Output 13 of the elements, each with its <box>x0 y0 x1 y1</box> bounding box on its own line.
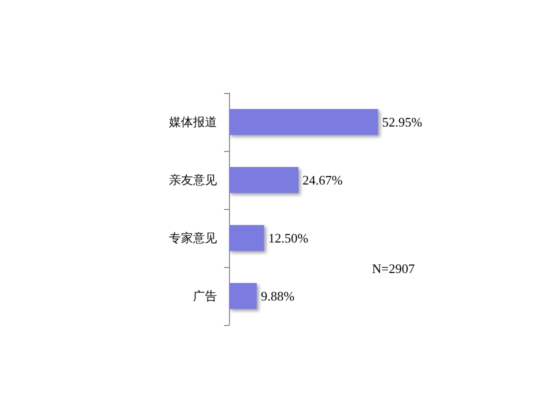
data-label: 52.95% <box>382 114 422 130</box>
y-tick-label: 媒体报道 <box>169 115 217 129</box>
bar <box>229 282 257 310</box>
bar <box>229 166 298 194</box>
y-tick-label: 亲友意见 <box>169 173 217 187</box>
data-label: 9.88% <box>260 288 295 304</box>
bar <box>229 108 378 136</box>
bar <box>229 224 264 252</box>
data-label: 12.50% <box>268 230 308 246</box>
y-tick-label: 专家意见 <box>169 231 217 245</box>
data-label: 24.67% <box>302 172 343 188</box>
annotation: N=2907 <box>372 261 416 276</box>
y-tick-label: 广告 <box>193 289 217 303</box>
